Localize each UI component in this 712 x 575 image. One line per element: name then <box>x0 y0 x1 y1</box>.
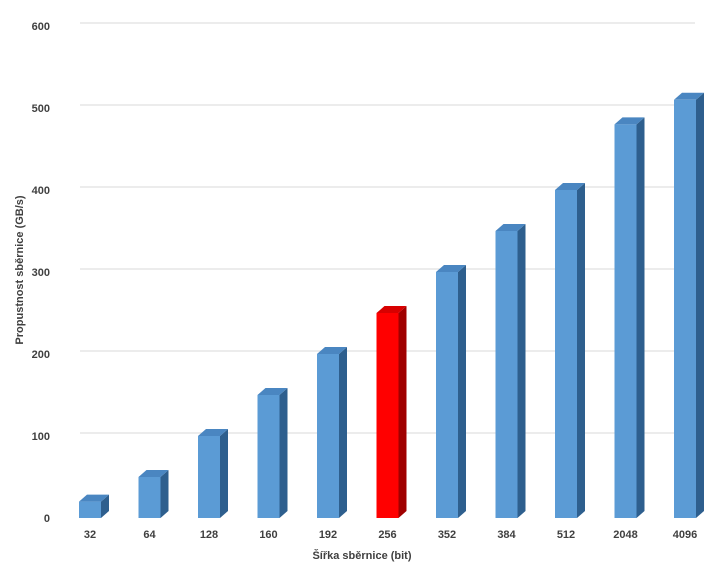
x-tick-label: 256 <box>378 529 396 541</box>
bar <box>198 429 228 518</box>
bar-top <box>138 470 169 477</box>
bar-side <box>458 265 466 518</box>
bar-top <box>317 347 347 354</box>
bar-top <box>674 92 704 100</box>
bar-top <box>79 494 109 502</box>
bar-front <box>79 501 101 518</box>
bar-top <box>257 388 288 395</box>
bar-front <box>317 354 339 518</box>
x-axis-title: Šířka sběrnice (bit) <box>312 549 411 562</box>
x-tick-label: 512 <box>557 529 575 541</box>
bar-side <box>160 470 169 518</box>
bar-top <box>436 265 466 272</box>
y-tick-label: 300 <box>32 267 50 279</box>
bar <box>495 224 526 518</box>
x-tick-label: 2048 <box>613 529 637 541</box>
x-tick-label: 384 <box>497 529 516 541</box>
x-tick-label: 352 <box>438 529 456 541</box>
bar-front <box>376 313 399 518</box>
y-tick-label: 100 <box>32 431 50 443</box>
bar-side <box>220 429 228 518</box>
bar <box>257 388 288 518</box>
bar-front <box>555 190 577 518</box>
bar-front <box>198 436 220 518</box>
bar-side <box>696 92 704 519</box>
bar-side <box>398 306 407 518</box>
bar-front <box>436 272 458 518</box>
x-tick-label: 32 <box>84 529 96 541</box>
y-tick-label: 200 <box>32 349 50 361</box>
bar-side <box>339 347 347 518</box>
x-tick-label: 192 <box>319 529 337 541</box>
bar-top <box>198 429 228 436</box>
bar-front <box>674 99 696 519</box>
x-tick-label: 64 <box>143 529 156 541</box>
bar-top <box>614 117 645 125</box>
bar-side <box>101 494 109 518</box>
bar-front <box>138 477 161 518</box>
y-tick-label: 600 <box>32 21 50 33</box>
x-tick-label: 128 <box>200 529 218 541</box>
x-axis-ticks: 32 64 128 160 192 256 352 384 512 2048 4096 <box>84 529 697 541</box>
bar-highlighted <box>376 306 407 518</box>
bar <box>79 494 109 518</box>
bar <box>555 183 585 518</box>
y-axis-ticks: 0 100 200 300 400 500 600 <box>32 21 50 525</box>
bar-front <box>495 231 518 518</box>
x-tick-label: 160 <box>259 529 277 541</box>
y-tick-label: 400 <box>32 185 50 197</box>
gridlines <box>80 22 695 434</box>
bar-front <box>257 395 280 518</box>
bar-front <box>614 124 637 519</box>
y-tick-label: 0 <box>44 513 50 525</box>
y-axis-title: Propustnost sběrnice (GB/s) <box>14 195 26 344</box>
bar-side <box>279 388 288 518</box>
y-tick-label: 500 <box>32 103 50 115</box>
bar <box>138 470 169 518</box>
bar-side <box>517 224 526 518</box>
x-tick-label: 4096 <box>673 529 697 541</box>
bar <box>317 347 347 518</box>
bar-side <box>636 117 645 519</box>
bars <box>79 92 704 519</box>
bar <box>436 265 466 518</box>
bar-top <box>376 306 407 313</box>
bar-top <box>555 183 585 190</box>
bar-side <box>577 183 585 518</box>
bar <box>674 92 704 519</box>
bar <box>614 117 645 519</box>
bar-top <box>495 224 526 231</box>
